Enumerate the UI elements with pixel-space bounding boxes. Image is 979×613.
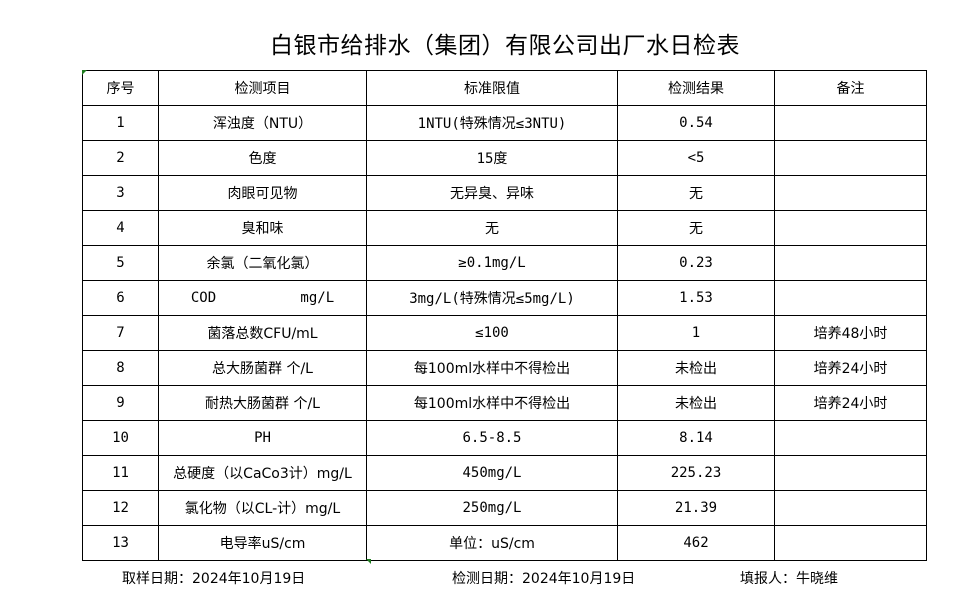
table-row: 6 COD mg/L 3mg/L(特殊情况≤5mg/L) 1.53 <box>82 280 927 316</box>
standard-limit-cell: 6.5-8.5 <box>366 420 618 456</box>
reporter: 填报人：牛晓维 <box>740 571 838 587</box>
table-row: 3 肉眼可见物 无异臭、异味无 <box>82 175 927 211</box>
row-number-cell: 12 <box>82 490 159 526</box>
column-header: 备注 <box>774 70 927 106</box>
cell-marker-icon <box>82 70 87 75</box>
standard-limit-cell: ≤100 <box>366 315 618 351</box>
column-header: 检测项目 <box>158 70 367 106</box>
column-header: 标准限值 <box>366 70 618 106</box>
standard-limit-cell: ≥0.1mg/L <box>366 245 618 281</box>
standard-limit-cell: 每100ml水样中不得检出 <box>366 350 618 386</box>
table-row: 9 耐热大肠菌群 个/L 每100ml水样中不得检出 未检出 培养24小时 <box>82 385 927 421</box>
remark-cell: 培养24小时 <box>774 385 927 421</box>
table-header-row: 序号 检测项目 标准限值 检测结果 备注 <box>82 70 927 106</box>
standard-limit-cell: 1NTU(特殊情况≤3NTU) <box>366 105 618 141</box>
column-header: 检测结果 <box>617 70 775 106</box>
row-number-cell: 10 <box>82 420 159 456</box>
test-item-cell: COD mg/L <box>158 280 367 316</box>
test-item-cell: 余氯（二氧化氯） <box>158 245 367 281</box>
test-result-cell: 1.53 <box>617 280 775 316</box>
table-row: 10 PH 6.5-8.5 8.14 <box>82 420 927 456</box>
test-result-cell: 未检出 <box>617 385 775 421</box>
standard-limit-cell: 15度 <box>366 140 618 176</box>
test-item-cell: 总大肠菌群 个/L <box>158 350 367 386</box>
test-result-cell: 462 <box>617 525 775 561</box>
row-number-cell: 6 <box>82 280 159 316</box>
test-item-cell: 臭和味 <box>158 210 367 246</box>
cell-marker-icon <box>366 559 371 564</box>
remark-cell <box>774 140 927 176</box>
test-item-cell: PH <box>158 420 367 456</box>
test-date: 检测日期：2024年10月19日 <box>452 571 636 587</box>
test-result-cell: 21.39 <box>617 490 775 526</box>
row-number-cell: 9 <box>82 385 159 421</box>
table-row: 7 菌落总数CFU/mL ≤100 1 培养48小时 <box>82 315 927 351</box>
test-item-cell: 氯化物（以CL-计）mg/L <box>158 490 367 526</box>
standard-limit-cell: 450mg/L <box>366 455 618 491</box>
test-item-cell: 总硬度（以CaCo3计）mg/L <box>158 455 367 491</box>
remark-cell <box>774 245 927 281</box>
table-row: 2 色度 15度 <5 <box>82 140 927 176</box>
table-row: 5 余氯（二氧化氯） ≥0.1mg/L 0.23 <box>82 245 927 281</box>
test-result-cell: 无 <box>617 210 775 246</box>
row-number-cell: 2 <box>82 140 159 176</box>
standard-limit-cell: 250mg/L <box>366 490 618 526</box>
test-result-cell: 1 <box>617 315 775 351</box>
row-number-cell: 5 <box>82 245 159 281</box>
table-row: 13 电导率uS/cm 单位：uS/cm 462 <box>82 525 927 561</box>
remark-cell <box>774 420 927 456</box>
remark-cell: 培养24小时 <box>774 350 927 386</box>
standard-limit-cell: 每100ml水样中不得检出 <box>366 385 618 421</box>
row-number-cell: 13 <box>82 525 159 561</box>
test-result-cell: 0.54 <box>617 105 775 141</box>
row-number-cell: 4 <box>82 210 159 246</box>
test-item-cell: 肉眼可见物 <box>158 175 367 211</box>
table-row: 8 总大肠菌群 个/L 每100ml水样中不得检出 未检出 培养24小时 <box>82 350 927 386</box>
inspection-table: 序号 检测项目 标准限值 检测结果 备注 1 浑浊度（NTU） 1NTU(特殊情况≤3NTU… <box>82 70 927 561</box>
test-item-cell: 耐热大肠菌群 个/L <box>158 385 367 421</box>
test-item-cell: 电导率uS/cm <box>158 525 367 561</box>
standard-limit-cell: 无异臭、异味 <box>366 175 618 211</box>
standard-limit-cell: 无 <box>366 210 618 246</box>
test-result-cell: 0.23 <box>617 245 775 281</box>
standard-limit-cell: 单位：uS/cm <box>366 525 618 561</box>
test-result-cell: 未检出 <box>617 350 775 386</box>
remark-cell <box>774 280 927 316</box>
sampling-date: 取样日期：2024年10月19日 <box>122 571 306 587</box>
standard-limit-cell: 3mg/L(特殊情况≤5mg/L) <box>366 280 618 316</box>
test-result-cell: 无 <box>617 175 775 211</box>
table-row: 1 浑浊度（NTU） 1NTU(特殊情况≤3NTU) 0.54 <box>82 105 927 141</box>
test-result-cell: <5 <box>617 140 775 176</box>
table-row: 4 臭和味无无 <box>82 210 927 246</box>
table-row: 11 总硬度（以CaCo3计）mg/L 450mg/L 225.23 <box>82 455 927 491</box>
remark-cell <box>774 455 927 491</box>
remark-cell <box>774 210 927 246</box>
test-item-cell: 色度 <box>158 140 367 176</box>
remark-cell <box>774 105 927 141</box>
row-number-cell: 7 <box>82 315 159 351</box>
table-row: 12 氯化物（以CL-计）mg/L 250mg/L 21.39 <box>82 490 927 526</box>
row-number-cell: 1 <box>82 105 159 141</box>
test-result-cell: 225.23 <box>617 455 775 491</box>
test-item-cell: 浑浊度（NTU） <box>158 105 367 141</box>
page-title: 白银市给排水（集团）有限公司出厂水日检表 <box>270 33 740 59</box>
row-number-cell: 11 <box>82 455 159 491</box>
remark-cell <box>774 175 927 211</box>
test-item-cell: 菌落总数CFU/mL <box>158 315 367 351</box>
remark-cell <box>774 525 927 561</box>
remark-cell <box>774 490 927 526</box>
row-number-cell: 8 <box>82 350 159 386</box>
row-number-cell: 3 <box>82 175 159 211</box>
remark-cell: 培养48小时 <box>774 315 927 351</box>
test-result-cell: 8.14 <box>617 420 775 456</box>
column-header: 序号 <box>82 70 159 106</box>
